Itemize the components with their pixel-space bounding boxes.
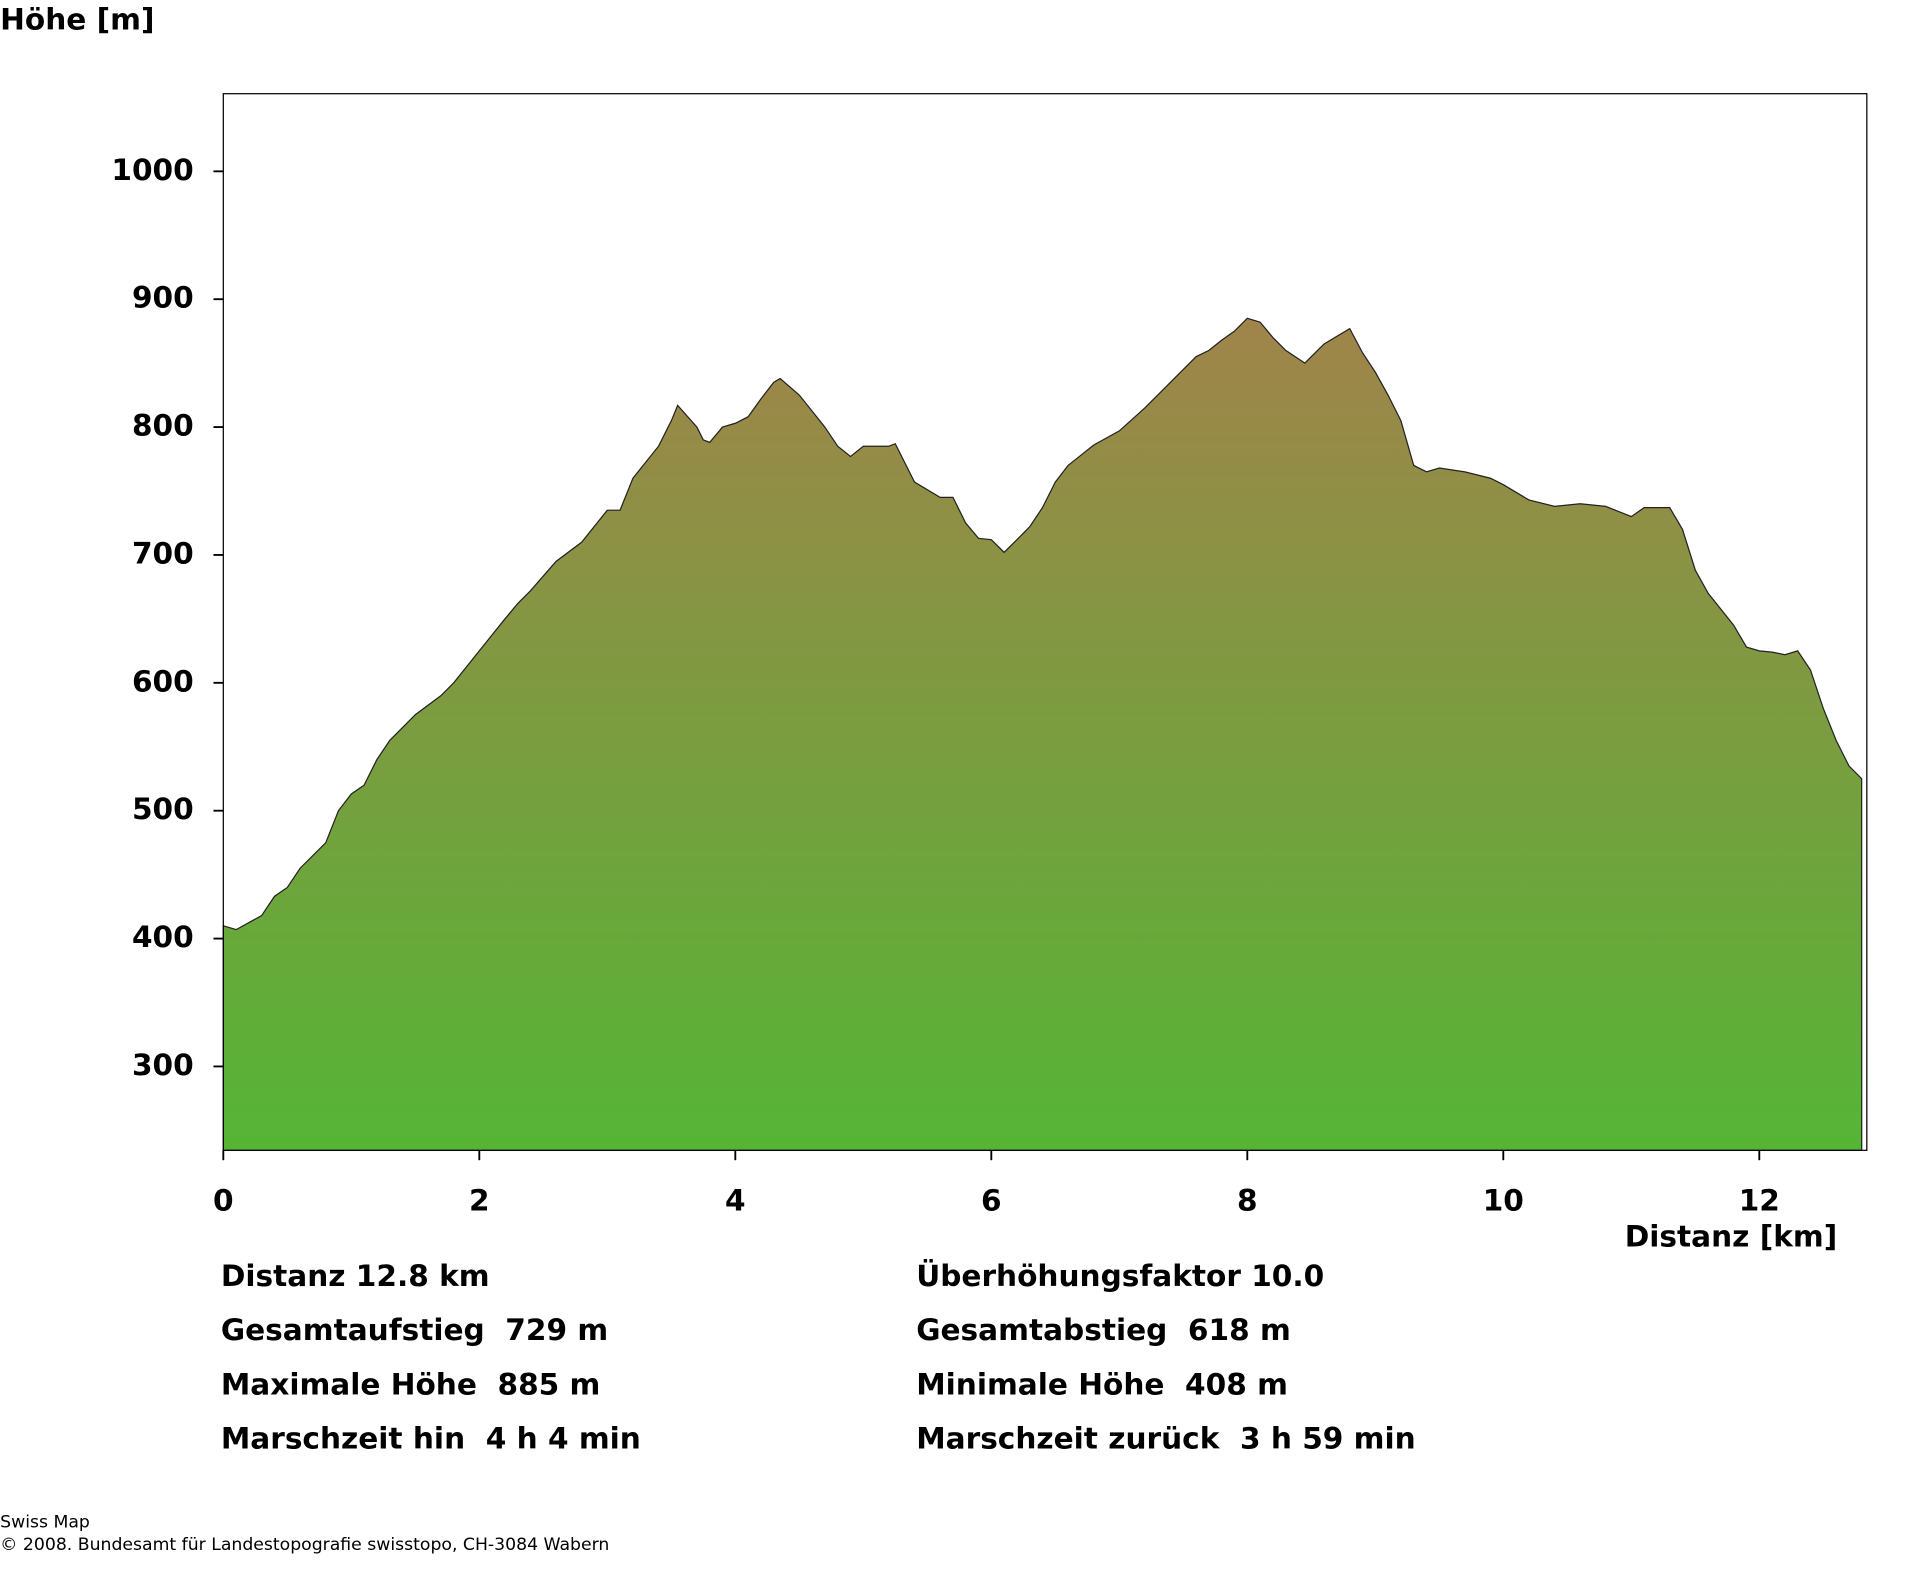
y-tick-label: 1000 [111,153,193,187]
stat: Marschzeit zurück 3 h 59 min [916,1422,1415,1456]
stat: Überhöhungsfaktor 10.0 [916,1257,1324,1293]
stat: Minimale Höhe 408 m [916,1367,1288,1401]
y-tick-label: 900 [132,281,194,315]
footer: © 2008. Bundesamt für Landestopografie s… [0,1535,609,1555]
plot-frame [222,93,1868,1151]
y-tick-label: 400 [132,920,194,954]
x-axis-label: Distanz [km] [1625,1219,1838,1253]
footer: Swiss Map [0,1513,90,1533]
stat: Gesamtaufstieg 729 m [221,1313,608,1347]
y-tick-label: 500 [132,792,194,826]
x-tick-label: 2 [469,1184,490,1218]
stat: Marschzeit hin 4 h 4 min [221,1422,641,1456]
stat: Distanz 12.8 km [221,1259,490,1293]
x-tick-label: 10 [1483,1184,1524,1218]
x-tick-label: 12 [1739,1184,1780,1218]
stat: Maximale Höhe 885 m [221,1367,601,1401]
y-axis-label: Höhe [m] [0,2,154,36]
y-tick-label: 600 [132,664,194,698]
elevation-area [222,317,1863,1151]
y-tick-label: 700 [132,536,194,570]
x-tick-label: 4 [725,1184,746,1218]
y-tick-label: 300 [132,1048,194,1082]
x-tick-label: 6 [981,1184,1002,1218]
stat: Gesamtabstieg 618 m [916,1313,1291,1347]
y-tick-label: 800 [132,409,194,443]
x-tick-label: 8 [1237,1184,1258,1218]
x-tick-label: 0 [213,1184,234,1218]
